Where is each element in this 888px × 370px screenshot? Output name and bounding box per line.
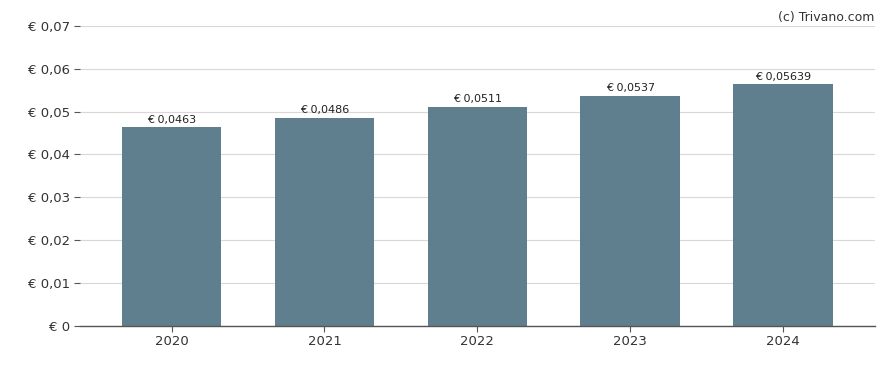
Text: € 0,05639: € 0,05639 [755, 72, 811, 82]
Text: € 0,0511: € 0,0511 [453, 94, 502, 104]
Text: € 0,0486: € 0,0486 [300, 105, 349, 115]
Text: (c) Trivano.com: (c) Trivano.com [778, 11, 875, 24]
Text: € 0,0463: € 0,0463 [147, 115, 196, 125]
Bar [581, 96, 680, 326]
Bar [274, 118, 374, 326]
Bar [733, 84, 833, 326]
Bar [122, 127, 221, 326]
Text: € 0,0537: € 0,0537 [606, 83, 654, 93]
Bar [428, 107, 527, 326]
